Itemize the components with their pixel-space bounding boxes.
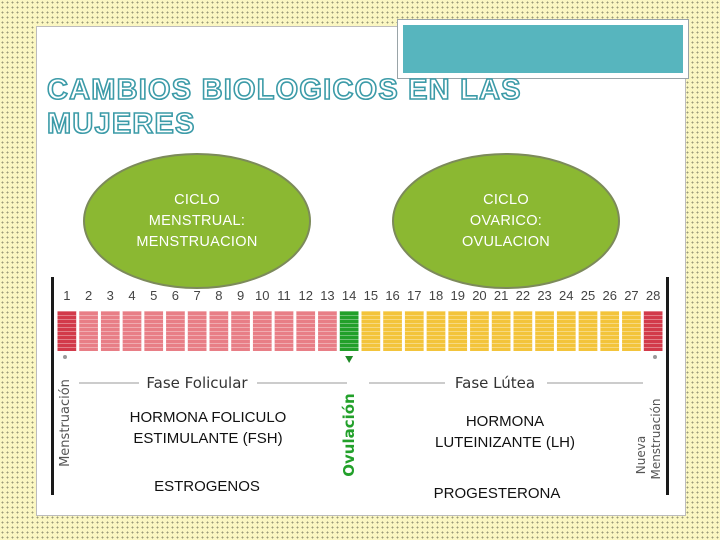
label-fsh-line2: ESTIMULANTE (FSH) — [133, 430, 283, 447]
label-estrogen: ESTROGENOS — [154, 478, 260, 495]
day-bar-texture-10 — [252, 311, 272, 351]
day-bar-texture-19 — [448, 311, 468, 351]
day-bar-texture-12 — [296, 311, 316, 351]
day-label-14: 14 — [342, 288, 356, 303]
ellipse-menstrual-cycle: CICLO MENSTRUAL: MENSTRUACION — [83, 153, 311, 289]
day-label-19: 19 — [450, 288, 464, 303]
phase-new-menstruation-2: Menstruación — [649, 398, 663, 479]
day-label-12: 12 — [298, 288, 312, 303]
day-bar-texture-7 — [187, 311, 207, 351]
day-label-2: 2 — [85, 288, 92, 303]
ellipse-menstrual-line1: CICLO — [174, 191, 220, 208]
day-bar-texture-6 — [166, 311, 185, 351]
day-bar-texture-5 — [144, 311, 164, 351]
phase-ovulation: Ovulación — [340, 393, 358, 477]
day-label-5: 5 — [150, 288, 157, 303]
day-label-3: 3 — [107, 288, 114, 303]
label-lh: HORMONA LUTEINIZANTE (LH) — [399, 411, 611, 453]
day-bar-texture-15 — [361, 311, 381, 351]
right-edge-bar — [666, 277, 669, 495]
day-bar-texture-22 — [513, 311, 533, 351]
day-bar-texture-2 — [79, 311, 98, 351]
day-bar-texture-13 — [318, 311, 337, 351]
phase-follicular: Fase Folicular — [146, 374, 248, 392]
day-bar-texture-25 — [578, 311, 598, 351]
day-label-9: 9 — [237, 288, 244, 303]
day-bar-texture-23 — [535, 311, 554, 351]
cycle-svg: 1 2 3 4 5 6 7 8 9 10 11 12 13 14 15 16 17 18 19 20 21 22 23 24 2… — [51, 277, 669, 495]
label-lh-line1: HORMONA — [465, 413, 545, 430]
label-fsh-line1: HORMONA FOLICULO — [129, 409, 287, 426]
day-bar-texture-20 — [470, 311, 489, 351]
cycle-diagram: 1 2 3 4 5 6 7 8 9 10 11 12 13 14 15 16 17 18 19 20 21 22 23 24 2… — [49, 275, 673, 507]
ellipse-ovarian-cycle: CICLO OVARICO: OVULACION — [392, 153, 620, 289]
left-edge-bar — [51, 277, 54, 495]
day-bar-texture-3 — [100, 311, 120, 351]
ellipse-ovarian-text: CICLO OVARICO: OVULACION — [426, 190, 586, 253]
day-label-13: 13 — [320, 288, 334, 303]
day-bar-texture-27 — [622, 311, 641, 351]
day-bar-texture-18 — [426, 311, 446, 351]
day-label-6: 6 — [172, 288, 179, 303]
ellipse-ovarian-line3: OVULACION — [461, 233, 551, 250]
day-label-28: 28 — [646, 288, 660, 303]
decorative-tab — [397, 19, 689, 79]
ellipse-menstrual-line2: MENSTRUAL: — [148, 212, 246, 229]
phase-luteal: Fase Lútea — [455, 374, 535, 392]
phase-menstruation: Menstruación — [58, 379, 73, 467]
day-bar-texture-8 — [209, 311, 229, 351]
day-bar-texture-17 — [404, 311, 424, 351]
ellipse-menstrual-line3: MENSTRUACION — [136, 233, 258, 250]
day-bar-texture-4 — [122, 311, 142, 351]
day-label-22: 22 — [516, 288, 530, 303]
label-lh-line2: LUTEINIZANTE (LH) — [434, 434, 575, 451]
label-fsh: HORMONA FOLICULO ESTIMULANTE (FSH) — [93, 407, 323, 449]
day-label-4: 4 — [128, 288, 135, 303]
ovulation-marker — [345, 356, 354, 363]
ellipse-menstrual-text: CICLO MENSTRUAL: MENSTRUACION — [117, 190, 277, 253]
day-bar-texture-24 — [556, 311, 576, 351]
day-label-25: 25 — [581, 288, 595, 303]
day-label-20: 20 — [472, 288, 486, 303]
page-title: CAMBIOS BIOLOGICOS EN LAS MUJERES — [46, 73, 522, 141]
label-progesterone: PROGESTERONA — [433, 485, 561, 502]
day-label-16: 16 — [385, 288, 399, 303]
day-label-21: 21 — [494, 288, 508, 303]
ellipse-ovarian-line2: OVARICO: — [469, 212, 543, 229]
day-label-23: 23 — [537, 288, 551, 303]
day-bar-texture-26 — [600, 311, 620, 351]
day-label-7: 7 — [194, 288, 201, 303]
ellipse-ovarian-line1: CICLO — [483, 191, 529, 208]
day-label-24: 24 — [559, 288, 573, 303]
day-label-10: 10 — [255, 288, 269, 303]
day-label-11: 11 — [277, 288, 291, 303]
day-label-8: 8 — [215, 288, 222, 303]
slide: CAMBIOS BIOLOGICOS EN LAS MUJERES CICLO … — [36, 19, 689, 516]
day-bar-texture-21 — [491, 311, 511, 351]
dot-right — [653, 355, 657, 359]
dot-left — [63, 355, 67, 359]
day-bar-texture-11 — [274, 311, 294, 351]
day-label-18: 18 — [429, 288, 443, 303]
decorative-tab-fill — [403, 25, 683, 73]
day-bar-texture-14 — [339, 311, 359, 351]
day-bar-texture-1 — [57, 311, 77, 351]
day-label-17: 17 — [407, 288, 421, 303]
day-label-26: 26 — [602, 288, 616, 303]
day-label-27: 27 — [624, 288, 638, 303]
phase-new-menstruation-1: Nueva — [634, 436, 648, 474]
day-label-15: 15 — [364, 288, 378, 303]
day-bar-texture-16 — [383, 311, 402, 351]
day-bar-texture-9 — [231, 311, 250, 351]
day-label-1: 1 — [63, 288, 70, 303]
day-bar-texture-28 — [643, 311, 663, 351]
